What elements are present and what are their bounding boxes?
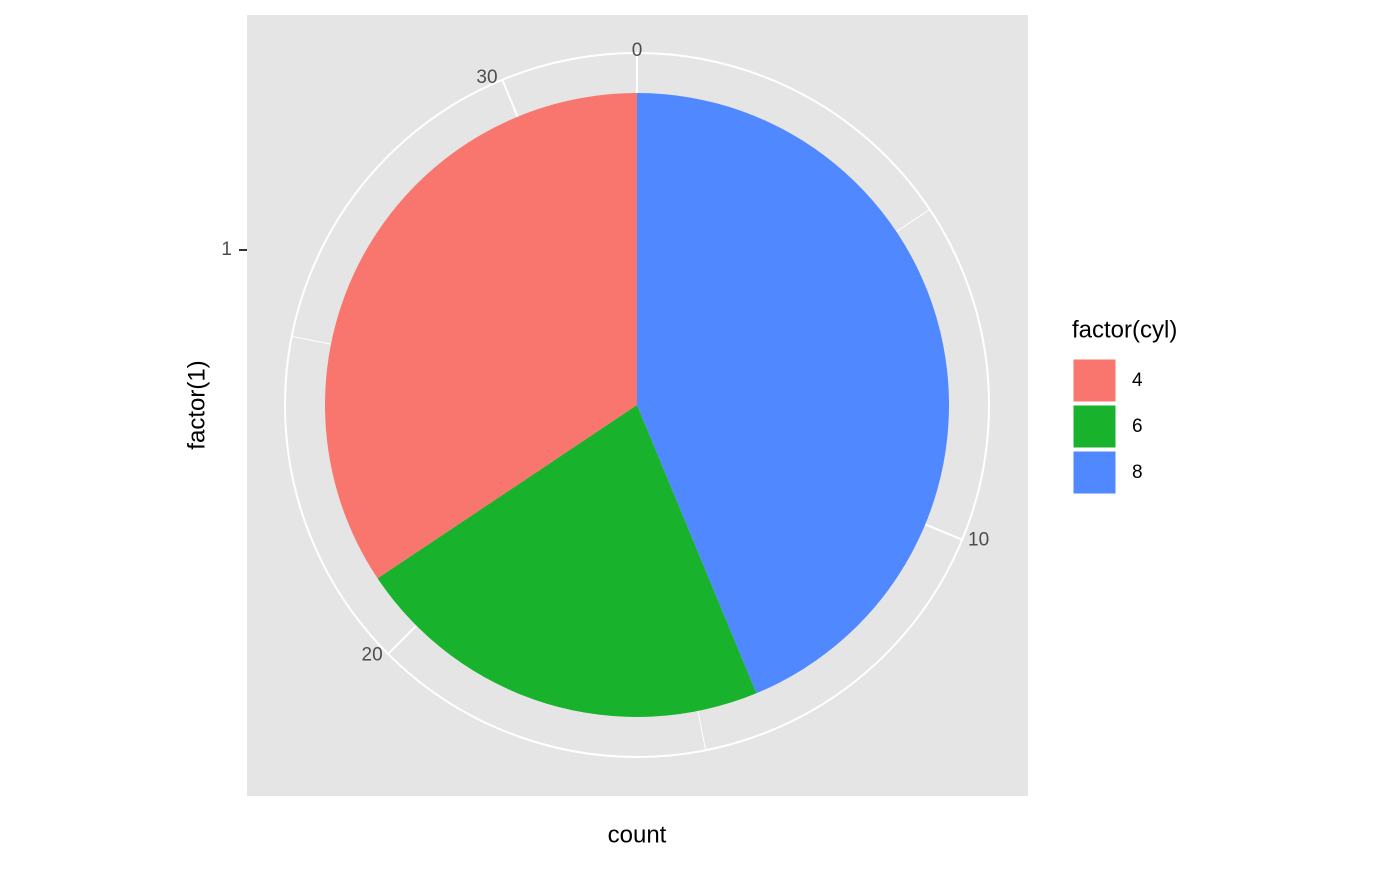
- y-tick-label: 1: [221, 239, 232, 260]
- y-axis-title: factor(1): [183, 360, 210, 449]
- theta-tick-label: 30: [476, 67, 497, 88]
- legend-label: 4: [1132, 370, 1143, 391]
- legend-key: [1072, 358, 1117, 403]
- minor-grid-line: [697, 710, 707, 751]
- theta-tick-label: 20: [362, 644, 383, 665]
- legend-key: [1072, 450, 1117, 495]
- pie-slice: [325, 93, 637, 579]
- grid-line: [387, 624, 418, 655]
- grid-line: [501, 79, 519, 118]
- theta-tick-label: 0: [632, 40, 643, 61]
- legend-label: 6: [1132, 416, 1143, 437]
- minor-grid-line: [896, 209, 930, 233]
- grid-line: [924, 523, 963, 541]
- x-axis-title: count: [608, 821, 667, 848]
- theta-tick-label: 10: [968, 529, 989, 550]
- legend-title: factor(cyl): [1072, 316, 1177, 343]
- pie-slice: [377, 405, 757, 717]
- minor-grid-line: [291, 335, 332, 345]
- pie-slice: [637, 93, 950, 694]
- legend-key: [1072, 404, 1117, 449]
- legend-label: 8: [1132, 462, 1143, 483]
